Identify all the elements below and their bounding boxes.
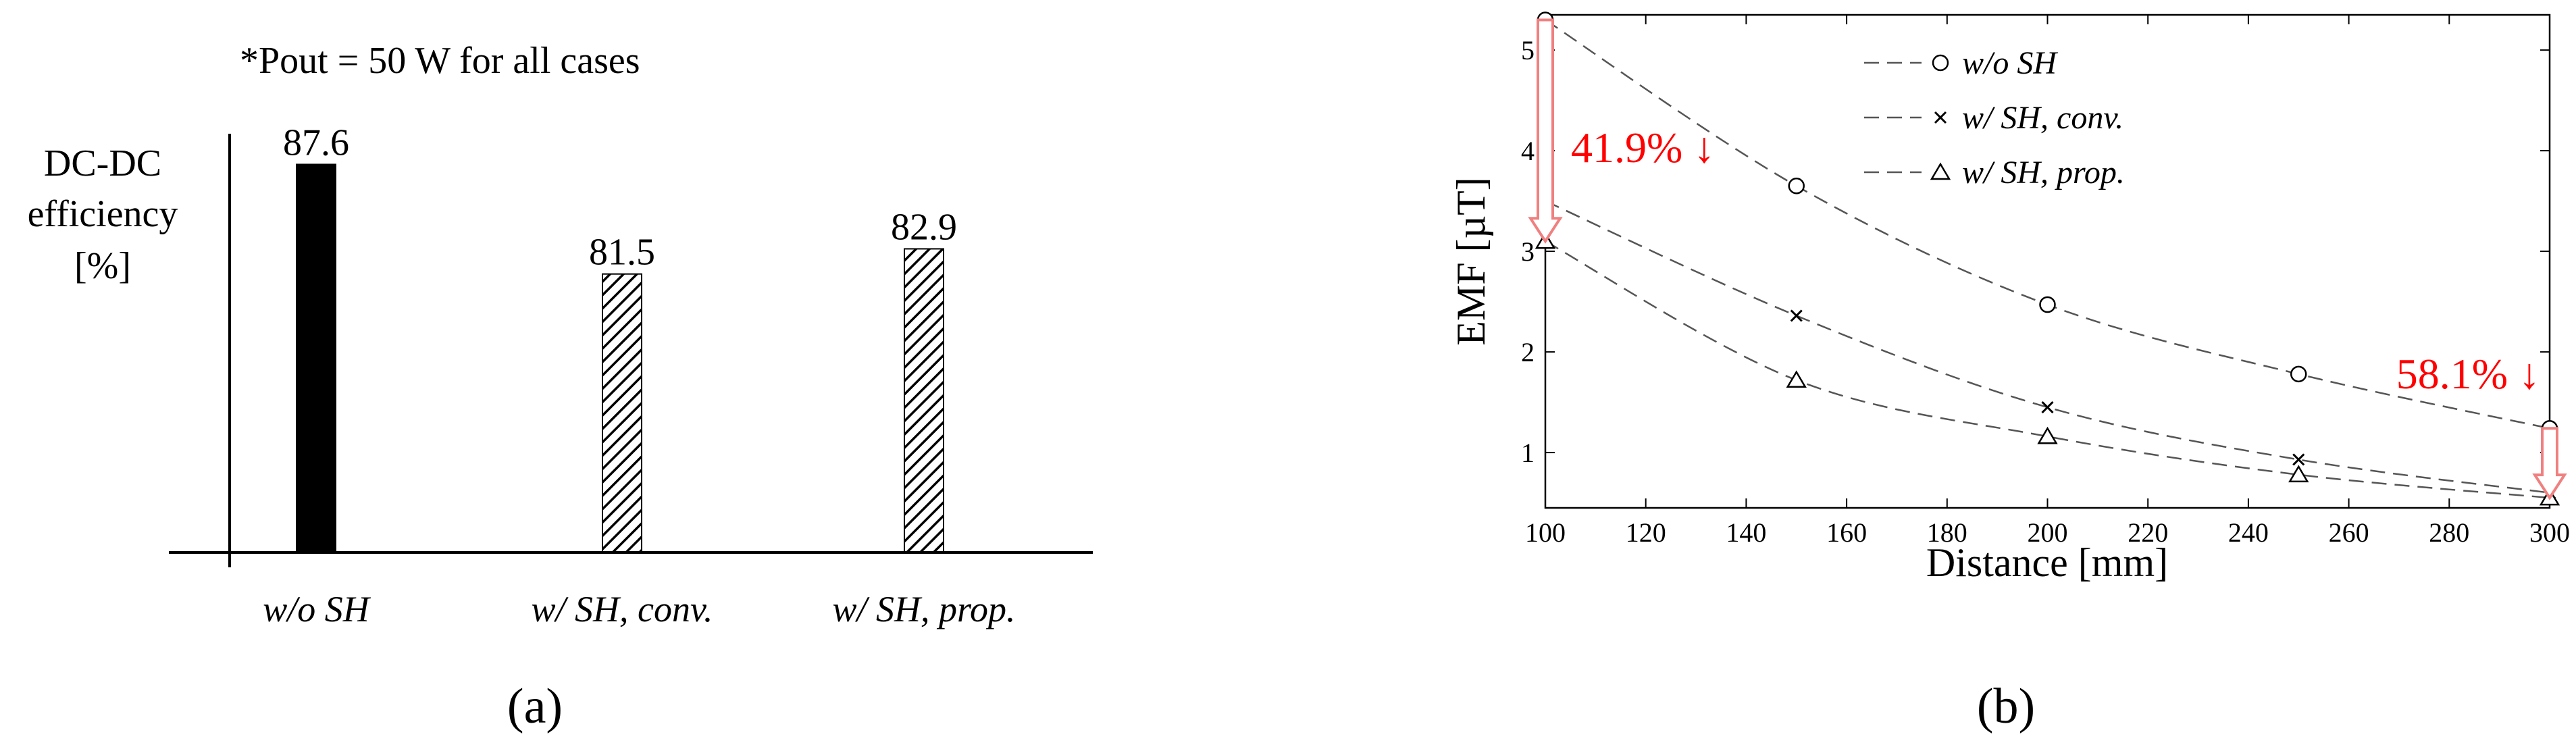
y-tick-label: 4 [1521, 136, 1535, 166]
y-tick-label: 5 [1521, 35, 1535, 66]
x-axis-label: Distance [mm] [1926, 540, 2168, 585]
x-tick-label: 280 [2429, 517, 2469, 548]
x-tick-label: 200 [2028, 517, 2068, 548]
y-axis-label: EMF [µT] [1449, 177, 1493, 346]
x-tick-label: 220 [2128, 517, 2168, 548]
bar-w-sh-prop [904, 248, 944, 553]
series-line-w-sh-conv [1545, 200, 2550, 494]
bar-value-label: 87.6 [283, 122, 349, 163]
y-tick-label: 3 [1521, 236, 1535, 267]
panel-a-label: (a) [507, 679, 563, 734]
reduction-arrow [1528, 18, 1563, 244]
data-point-w-sh-prop [1786, 370, 1807, 388]
x-tick-label: 180 [1927, 517, 1967, 548]
category-label: w/o SH [263, 589, 371, 629]
y-axis-label-line3: [%] [74, 245, 131, 287]
bar-chart-panel: *Pout = 50 W for all cases DC-DC efficie… [28, 40, 1093, 629]
legend-marker-w-sh-conv [1934, 111, 1947, 124]
y-axis-label-line2: efficiency [28, 193, 178, 235]
bar-w-sh-conv [602, 273, 642, 553]
category-label: w/ SH, conv. [532, 589, 713, 629]
legend-label: w/ SH, conv. [1962, 100, 2123, 136]
data-point-w-sh-conv [2041, 401, 2054, 414]
bar-value-label: 81.5 [589, 232, 655, 274]
data-point-w-o-sh [2290, 365, 2307, 383]
lines-layer [1535, 11, 2560, 506]
reduction-arrow [2532, 427, 2567, 500]
bar-value-label: 82.9 [891, 206, 957, 248]
x-tick-label: 240 [2228, 517, 2269, 548]
data-point-w-sh-conv [2292, 453, 2305, 466]
legend-marker-w-o-sh [1932, 54, 1949, 72]
chart-note: *Pout = 50 W for all cases [240, 40, 640, 82]
legend-items: w/o SH w/ SH, conv. w/ SH, prop. [1864, 45, 2125, 190]
x-tick-label: 100 [1525, 517, 1566, 548]
reduction-label: 41.9% ↓ [1571, 124, 1715, 172]
legend-marker-w-sh-prop [1930, 162, 1951, 180]
ticks-layer: 100 120 140 160 180 200 220 240 260 280 300 1 2 3 4 5 [1521, 15, 2570, 548]
reduction-label: 58.1% ↓ [2396, 350, 2540, 398]
line-chart-panel: 100 120 140 160 180 200 220 240 260 280 300 1 2 3 4 5 4… [1449, 11, 2570, 585]
category-label: w/ SH, prop. [832, 589, 1015, 629]
x-tick-label: 120 [1626, 517, 1666, 548]
bars-layer: 87.6 w/o SH 81.5 w/ SH, conv. 82.9 w/ SH, pro… [263, 122, 1015, 629]
legend-label: w/o SH [1962, 45, 2058, 81]
x-tick-label: 160 [1826, 517, 1867, 548]
data-point-w-sh-conv [1790, 309, 1803, 322]
x-tick-label: 140 [1726, 517, 1766, 548]
data-point-w-o-sh [2039, 296, 2056, 313]
y-tick-label: 1 [1521, 438, 1535, 468]
y-axis-label-line1: DC-DC [44, 143, 161, 184]
series-line-w-o-sh [1545, 19, 2550, 430]
x-tick-label: 300 [2529, 517, 2570, 548]
y-tick-label: 2 [1521, 337, 1535, 367]
legend-label: w/ SH, prop. [1962, 155, 2125, 190]
annotations-layer: 41.9% ↓ 58.1% ↓ [1528, 18, 2567, 500]
legend: w/o SH w/ SH, conv. w/ SH, prop. [1864, 45, 2125, 190]
data-point-w-sh-prop [2037, 426, 2058, 444]
data-point-w-o-sh [1788, 178, 1805, 195]
panel-b-label: (b) [1977, 679, 2035, 734]
x-tick-label: 260 [2329, 517, 2369, 548]
bar-w-o-sh [296, 163, 336, 553]
series-line-w-sh-prop [1545, 240, 2550, 499]
data-point-w-sh-prop [2288, 465, 2309, 483]
